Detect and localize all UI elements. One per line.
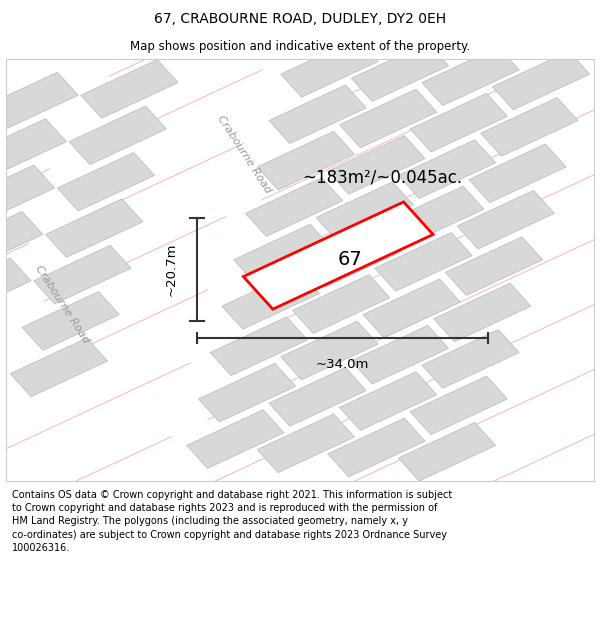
Polygon shape: [281, 321, 378, 380]
Polygon shape: [363, 279, 460, 338]
Polygon shape: [493, 51, 590, 110]
Polygon shape: [410, 93, 508, 152]
Polygon shape: [257, 414, 355, 472]
Polygon shape: [481, 98, 578, 156]
Polygon shape: [328, 418, 425, 477]
Polygon shape: [422, 329, 519, 388]
Polygon shape: [234, 224, 331, 282]
Polygon shape: [281, 39, 378, 97]
Text: ~34.0m: ~34.0m: [316, 358, 370, 371]
Polygon shape: [398, 140, 496, 198]
Polygon shape: [340, 89, 437, 148]
Polygon shape: [0, 165, 55, 224]
Polygon shape: [445, 237, 542, 296]
Polygon shape: [269, 85, 366, 144]
Polygon shape: [22, 292, 119, 350]
Polygon shape: [199, 363, 296, 422]
Text: 67, CRABOURNE ROAD, DUDLEY, DY2 0EH: 67, CRABOURNE ROAD, DUDLEY, DY2 0EH: [154, 12, 446, 26]
Polygon shape: [222, 271, 319, 329]
Text: ~20.7m: ~20.7m: [164, 242, 177, 296]
Polygon shape: [434, 283, 531, 342]
Polygon shape: [469, 144, 566, 202]
Polygon shape: [245, 177, 343, 236]
Text: Crabourne Road: Crabourne Road: [215, 114, 273, 195]
Polygon shape: [269, 368, 366, 426]
Polygon shape: [0, 72, 78, 131]
Polygon shape: [257, 131, 355, 190]
Polygon shape: [352, 326, 449, 384]
Text: Contains OS data © Crown copyright and database right 2021. This information is : Contains OS data © Crown copyright and d…: [12, 490, 452, 552]
Polygon shape: [187, 410, 284, 468]
Text: Map shows position and indicative extent of the property.: Map shows position and indicative extent…: [130, 41, 470, 53]
Polygon shape: [244, 202, 433, 309]
Polygon shape: [328, 136, 425, 194]
Polygon shape: [293, 275, 390, 333]
Polygon shape: [0, 119, 67, 178]
Polygon shape: [69, 106, 166, 164]
Polygon shape: [375, 232, 472, 291]
Polygon shape: [34, 245, 131, 304]
Polygon shape: [304, 228, 401, 287]
Polygon shape: [0, 211, 43, 270]
Polygon shape: [10, 338, 107, 397]
Polygon shape: [340, 372, 437, 431]
Polygon shape: [398, 422, 496, 481]
Polygon shape: [0, 258, 31, 316]
Polygon shape: [46, 199, 143, 258]
Text: Crabourne Road: Crabourne Road: [33, 263, 91, 345]
Polygon shape: [81, 59, 178, 118]
Polygon shape: [352, 42, 449, 101]
Polygon shape: [457, 191, 554, 249]
Text: ~183m²/~0.045ac.: ~183m²/~0.045ac.: [302, 169, 463, 186]
Polygon shape: [422, 47, 519, 106]
Polygon shape: [410, 376, 508, 434]
Polygon shape: [316, 182, 413, 241]
Polygon shape: [58, 152, 155, 211]
Polygon shape: [386, 186, 484, 245]
Polygon shape: [210, 317, 307, 376]
Text: 67: 67: [338, 250, 362, 269]
